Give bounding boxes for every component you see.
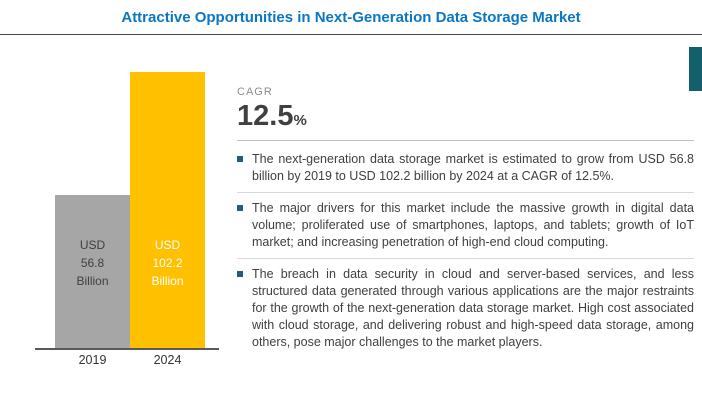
- cagr-percent-sign: %: [293, 112, 307, 129]
- bullet-square-icon: [237, 205, 243, 211]
- cagr-label: CAGR: [237, 86, 273, 98]
- bullet-list: The next-generation data storage market …: [237, 151, 694, 358]
- bullet-square-icon: [237, 271, 243, 277]
- bullet-text: The next-generation data storage market …: [252, 152, 694, 183]
- bullet-text: The breach in data security in cloud and…: [252, 267, 694, 349]
- bullet-text: The major drivers for this market includ…: [252, 201, 694, 249]
- teal-corner-accent: [689, 47, 702, 91]
- bullet-item-drivers: The major drivers for this market includ…: [237, 200, 694, 259]
- x-tick-2019: 2019: [78, 353, 107, 367]
- cagr-value: 12.5%: [237, 100, 694, 133]
- title-divider: [0, 34, 702, 35]
- page-title: Attractive Opportunities in Next-Generat…: [121, 9, 581, 26]
- header: Attractive Opportunities in Next-Generat…: [0, 0, 702, 26]
- bars-group: [55, 72, 205, 348]
- summary-panel: CAGR 12.5% The next-generation data stor…: [237, 86, 694, 358]
- bar-2019: [55, 194, 130, 348]
- bar-value-label-2019: USD 56.8 Billion: [76, 238, 109, 288]
- x-tick-2024: 2024: [153, 353, 182, 367]
- cagr-divider: [237, 140, 694, 141]
- cagr-number: 12.5: [237, 100, 294, 132]
- bar-2024: [130, 72, 205, 348]
- bullet-item-restraints: The breach in data security in cloud and…: [237, 266, 694, 358]
- bar-value-label-2024: USD 102.2 Billion: [151, 238, 184, 288]
- x-axis-line: [35, 348, 219, 350]
- bullet-item-market-growth: The next-generation data storage market …: [237, 151, 694, 193]
- bullet-square-icon: [237, 156, 243, 162]
